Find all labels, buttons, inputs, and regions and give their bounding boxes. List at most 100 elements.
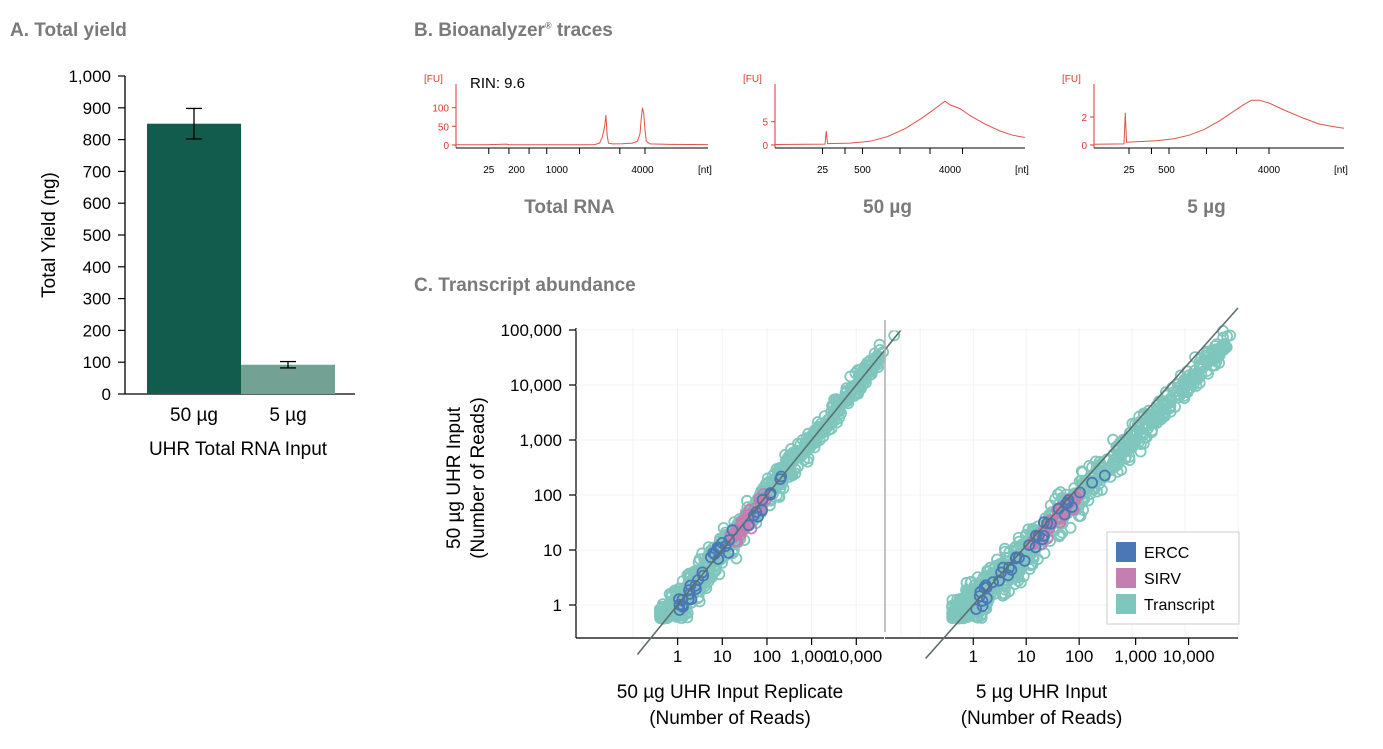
transcript-point — [1003, 585, 1015, 598]
scatter-y-tick-label: 1 — [553, 596, 562, 615]
transcript-point — [1145, 409, 1158, 422]
panel-b-title-text: B. Bioanalyzer — [414, 20, 545, 41]
trace-y-unit: [FU] — [424, 74, 443, 85]
trace-y-tick-label: 0 — [762, 141, 768, 152]
ercc-point — [1029, 541, 1042, 554]
ercc-point — [1023, 539, 1035, 551]
fit-line — [924, 307, 1239, 659]
scatter-y-tick-label: 100 — [534, 486, 562, 505]
transcript-point — [1118, 442, 1130, 455]
y-tick-label: 300 — [83, 290, 111, 309]
trace-x-tick-label: 25 — [1123, 165, 1135, 176]
panel-c-title: C. Transcript abundance — [414, 275, 636, 296]
transcript-point — [955, 610, 968, 623]
y-tick-label: 700 — [83, 162, 111, 181]
trace-x-unit: [nt] — [1015, 165, 1029, 176]
transcript-point — [1096, 467, 1109, 480]
ercc-point — [682, 593, 695, 606]
transcript-point — [1111, 459, 1124, 471]
rin-annotation: RIN: 9.6 — [470, 75, 525, 92]
trace-x-tick-label: 500 — [1158, 165, 1175, 176]
scatter-y-tick-label: 100,000 — [501, 321, 562, 340]
scatter-x-tick-label: 1 — [673, 647, 682, 666]
transcript-point — [1139, 413, 1151, 426]
transcript-point — [798, 440, 811, 453]
panel-b-title: B. Bioanalyzer® traces — [414, 20, 613, 42]
trace-label: 5 µg — [1187, 197, 1225, 218]
transcript-point — [844, 370, 857, 383]
legend-label: SIRV — [1144, 571, 1181, 588]
sirv-point — [745, 522, 758, 535]
trace-label: 50 µg — [863, 197, 912, 218]
scatter-x-tick-label: 10,000 — [830, 647, 882, 666]
ercc-point — [1059, 498, 1072, 510]
transcript-point — [842, 397, 855, 410]
x-axis-label: UHR Total RNA Input — [149, 439, 328, 460]
scatter-x-label: 50 µg UHR Input Replicate — [617, 682, 843, 703]
y-tick-label: 1,000 — [68, 67, 111, 86]
scatter-y-label: 50 µg UHR Input — [444, 406, 465, 549]
transcript-point — [999, 545, 1011, 558]
trace-line — [774, 100, 1026, 145]
transcript-point — [1160, 397, 1173, 410]
y-axis-label: Total Yield (ng) — [39, 172, 60, 298]
transcript-point — [1091, 485, 1103, 498]
trace-y-tick-label: 0 — [1081, 141, 1087, 152]
scatter-panel: 1 10 100 1,000 10,000 5 µg UHR Input (Number o… — [885, 307, 1239, 729]
transcript-point — [813, 434, 826, 447]
transcript-point — [1129, 418, 1141, 431]
x-tick-label: 5 µg — [269, 405, 306, 426]
transcript-point — [1202, 345, 1214, 358]
transcript-point — [1054, 486, 1067, 499]
trace-x-unit: [nt] — [1334, 165, 1348, 176]
transcript-point — [1210, 346, 1223, 358]
bar — [241, 364, 335, 394]
trace-x-tick-label: 500 — [854, 165, 871, 176]
transcript-point — [1171, 385, 1183, 398]
transcript-point — [713, 568, 726, 581]
ercc-point — [1086, 476, 1098, 489]
legend-label: ERCC — [1144, 545, 1189, 562]
scatter-x-tick-label: 10 — [713, 647, 732, 666]
ercc-point — [764, 487, 777, 499]
scatter-y-tick-label: 10,000 — [510, 376, 562, 395]
trace-panel: 0 2 [FU] 25 500 4000 [nt] 5 µg — [1062, 74, 1348, 218]
y-tick-label: 500 — [83, 226, 111, 245]
trace-y-tick-label: 100 — [432, 104, 449, 115]
transcript-point — [1064, 521, 1077, 534]
trace-x-tick-label: 25 — [483, 165, 495, 176]
transcript-point — [868, 360, 880, 373]
trace-x-tick-label: 4000 — [1258, 165, 1281, 176]
scatter-x-label: (Number of Reads) — [649, 708, 811, 729]
trace-x-tick-label: 200 — [508, 165, 525, 176]
legend-swatch — [1116, 542, 1136, 562]
transcript-point — [1123, 454, 1136, 467]
transcript-point — [1202, 367, 1214, 380]
transcript-point — [1158, 400, 1170, 413]
scatter-y-tick-label: 1,000 — [519, 431, 562, 450]
ercc-point — [742, 519, 755, 532]
ercc-point — [973, 590, 986, 602]
transcript-point — [1213, 356, 1225, 369]
transcript-point — [785, 442, 797, 455]
transcript-point — [1126, 434, 1139, 447]
ercc-point — [970, 603, 983, 615]
y-tick-label: 900 — [83, 99, 111, 118]
scatter-x-label: 5 µg UHR Input — [976, 682, 1108, 703]
transcript-point — [800, 432, 813, 444]
transcript-point — [971, 611, 984, 624]
trace-y-tick-label: 0 — [443, 141, 449, 152]
trace-x-tick-label: 4000 — [939, 165, 962, 176]
transcript-point — [953, 611, 966, 624]
transcript-point — [703, 558, 715, 571]
legend-label: Transcript — [1144, 597, 1215, 614]
transcript-point — [1111, 465, 1124, 478]
transcript-point — [807, 431, 820, 444]
transcript-point — [975, 612, 988, 624]
legend-swatch — [1116, 568, 1136, 588]
scatter-x-tick-label: 100 — [753, 647, 781, 666]
transcript-point — [1074, 510, 1087, 522]
transcript-point — [868, 347, 881, 360]
